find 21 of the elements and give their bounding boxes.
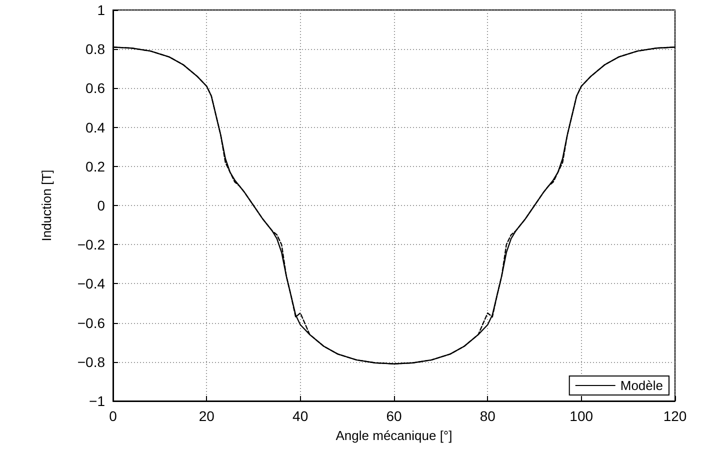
y-tick-label: −1 (89, 393, 106, 409)
x-tick-label: 0 (109, 408, 118, 424)
y-tick-label: −0.6 (77, 314, 106, 331)
y-tick-label: −0.2 (77, 236, 106, 253)
x-tick-label: 80 (480, 408, 496, 424)
y-tick-label: −0.4 (77, 276, 106, 292)
x-tick-label: 100 (570, 408, 594, 424)
legend-label: Modèle (620, 378, 664, 393)
y-axis-title: Induction [T] (39, 170, 54, 242)
x-tick-label: 20 (198, 408, 215, 424)
x-tick-label: 40 (292, 408, 308, 424)
y-tick-label: 0.2 (86, 158, 106, 174)
y-tick-label: 1 (97, 2, 106, 18)
y-tick-label: 0.6 (86, 80, 106, 96)
x-tick-label: 60 (386, 408, 402, 424)
x-axis-title: Angle mécanique [°] (336, 428, 452, 443)
y-tick-label: 0 (97, 198, 106, 214)
y-tick-label: 0.8 (86, 41, 106, 58)
y-tick-label: 0.4 (86, 119, 106, 136)
x-tick-label: 120 (663, 408, 687, 424)
y-tick-label: −0.8 (77, 354, 106, 370)
